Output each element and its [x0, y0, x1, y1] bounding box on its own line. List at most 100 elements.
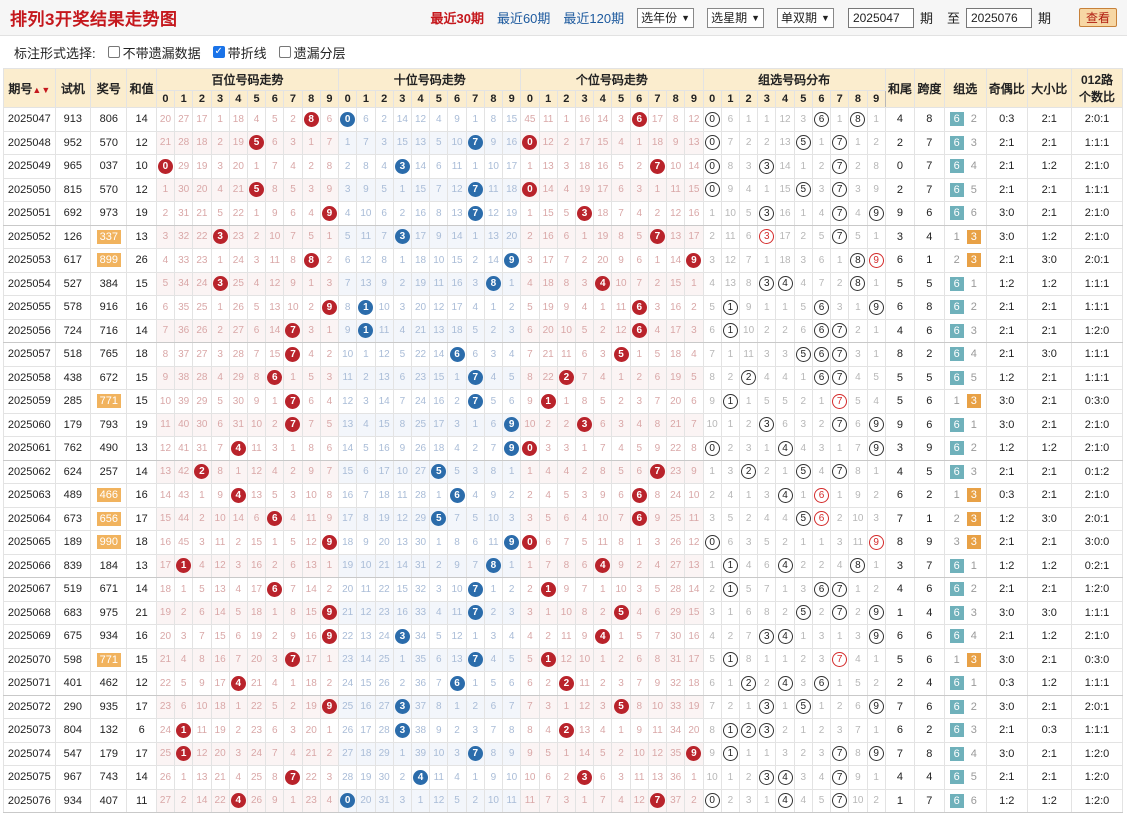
shi-cell: 3: [374, 130, 394, 155]
shi-cell: 29: [374, 741, 394, 766]
bai-cell: 19: [301, 694, 321, 719]
hewei-cell: 1: [884, 600, 916, 625]
zuxuan-cell: 10: [738, 318, 759, 343]
bai-cell: 25: [192, 295, 212, 320]
ge-cell: 12: [611, 318, 631, 343]
jiou-cell: 1:2: [986, 271, 1028, 296]
shi-cell: 14: [374, 389, 394, 414]
shi-hit-ball: 8: [485, 558, 501, 574]
table-row: 2025071 401 462 12 22 5 9 17 4 21 4 1 18 2 24 15 26 2 36 7 6…: [3, 671, 1123, 696]
from-issue-input[interactable]: 2025047: [847, 7, 914, 28]
digit-header: 1: [720, 90, 740, 108]
zuxuan-cell: 5: [738, 577, 759, 602]
bai-cell: 1: [265, 530, 285, 555]
bai-cell: 2: [319, 741, 340, 766]
ge-hit-ball: 3: [577, 205, 593, 221]
prize-number: 407: [99, 794, 118, 807]
bai-cell: 8: [319, 154, 340, 179]
group6-badge: 2: [953, 254, 960, 267]
option-no-omission[interactable]: 不带遗漏数据: [107, 43, 201, 62]
zuxuan-cell: 4: [738, 177, 759, 202]
oddeven-select[interactable]: 单双期 ▼: [777, 7, 834, 28]
ge-cell: 6: [538, 765, 558, 790]
zuxuan-cell: 1: [848, 295, 868, 320]
zuxuan-cell: 3: [757, 224, 777, 249]
option-line[interactable]: ✓ 带折线: [212, 43, 267, 62]
bai-cell: 3: [319, 271, 340, 296]
range-link-60[interactable]: 最近60期: [496, 11, 551, 26]
query-button[interactable]: 查看: [1078, 8, 1117, 27]
ge-cell: 2: [520, 483, 540, 508]
zuxuan-type-cell: 6 1: [943, 271, 988, 296]
ge-cell: 1: [538, 389, 558, 414]
zuxuan-cell: 7: [738, 248, 759, 273]
ge-cell: 1: [556, 389, 576, 414]
zuxuan-cell: 7: [830, 224, 850, 249]
prize-number: 570: [99, 183, 118, 196]
zuxuan-type-cell: 6 3: [943, 318, 988, 343]
shi-cell: 9: [447, 553, 467, 578]
zuxuan-cell: 1: [720, 342, 740, 367]
daxiao-cell: 3:0: [1026, 342, 1073, 367]
bai-cell: 7: [192, 624, 212, 649]
ge-cell: 1: [611, 624, 631, 649]
bai-cell: 17: [301, 647, 321, 672]
shi-cell: 23: [374, 600, 394, 625]
checkbox-icon[interactable]: [107, 46, 120, 58]
digit-header: 7: [465, 90, 485, 108]
zuxuan-type-cell: 6 2: [943, 107, 988, 132]
zuxuan-cell: 8: [848, 271, 868, 296]
prize-cell: 806: [90, 107, 128, 132]
ge-cell: 3: [684, 318, 704, 343]
prize-cell: 570: [90, 130, 128, 155]
prize-cell: 672: [90, 365, 128, 390]
bai-cell: 16: [301, 624, 321, 649]
shi-cell: 0: [338, 107, 358, 132]
shi-cell: 13: [356, 624, 376, 649]
to-issue-input[interactable]: 2025076: [965, 7, 1032, 28]
group6-badge: 6: [949, 699, 964, 714]
zuxuan-cell: 5: [793, 342, 813, 367]
bai-cell: 3: [283, 718, 303, 743]
zuxuan-cell: 4: [811, 765, 832, 790]
bai-cell: 4: [265, 671, 285, 696]
bai-cell: 28: [174, 130, 194, 155]
bai-cell: 16: [155, 530, 176, 555]
ge-cell: 15: [593, 130, 613, 155]
year-select[interactable]: 选年份 ▼: [637, 7, 695, 28]
kuadu-cell: 6: [914, 318, 945, 343]
group3-badge: 5: [970, 371, 977, 384]
ge-cell: 33: [666, 694, 686, 719]
issue-header[interactable]: 期号▲▼: [3, 68, 56, 108]
checkbox-checked-icon[interactable]: ✓: [212, 46, 225, 58]
shi-cell: 21: [338, 600, 358, 625]
range-link-120[interactable]: 最近120期: [563, 11, 625, 26]
bai-cell: 14: [192, 788, 212, 813]
prize-number: 765: [99, 348, 118, 361]
week-select[interactable]: 选星期 ▼: [707, 7, 764, 28]
zuxuan-cell: 7: [830, 342, 850, 367]
digit-header: 5: [246, 90, 267, 108]
ge-cell: 6: [556, 224, 576, 249]
shi-cell: 19: [410, 271, 431, 296]
shi-cell: 3: [465, 459, 485, 484]
bai-cell: 5: [246, 295, 267, 320]
option-layer[interactable]: 遗漏分层: [278, 43, 346, 62]
range-link-30[interactable]: 最近30期: [430, 11, 484, 26]
lu012-cell: 1:1:1: [1071, 177, 1123, 202]
daxiao-cell: 2:1: [1026, 741, 1073, 766]
ge-cell: 14: [593, 107, 613, 132]
bai-cell: 1: [210, 248, 230, 273]
shi-cell: 32: [410, 577, 431, 602]
bai-cell: 5: [192, 577, 212, 602]
zuxuan-cell: 1: [738, 741, 759, 766]
checkbox-icon[interactable]: [278, 46, 291, 58]
sum-cell: 14: [126, 765, 157, 790]
shi-cell: 17: [447, 295, 467, 320]
ge-cell: 20: [593, 248, 613, 273]
shi-cell: 14: [410, 154, 431, 179]
sort-icon[interactable]: ▲▼: [32, 84, 51, 95]
lu012-cell: 2:0:1: [1071, 248, 1123, 273]
bai-cell: 2: [210, 130, 230, 155]
bai-cell: 1: [174, 741, 194, 766]
